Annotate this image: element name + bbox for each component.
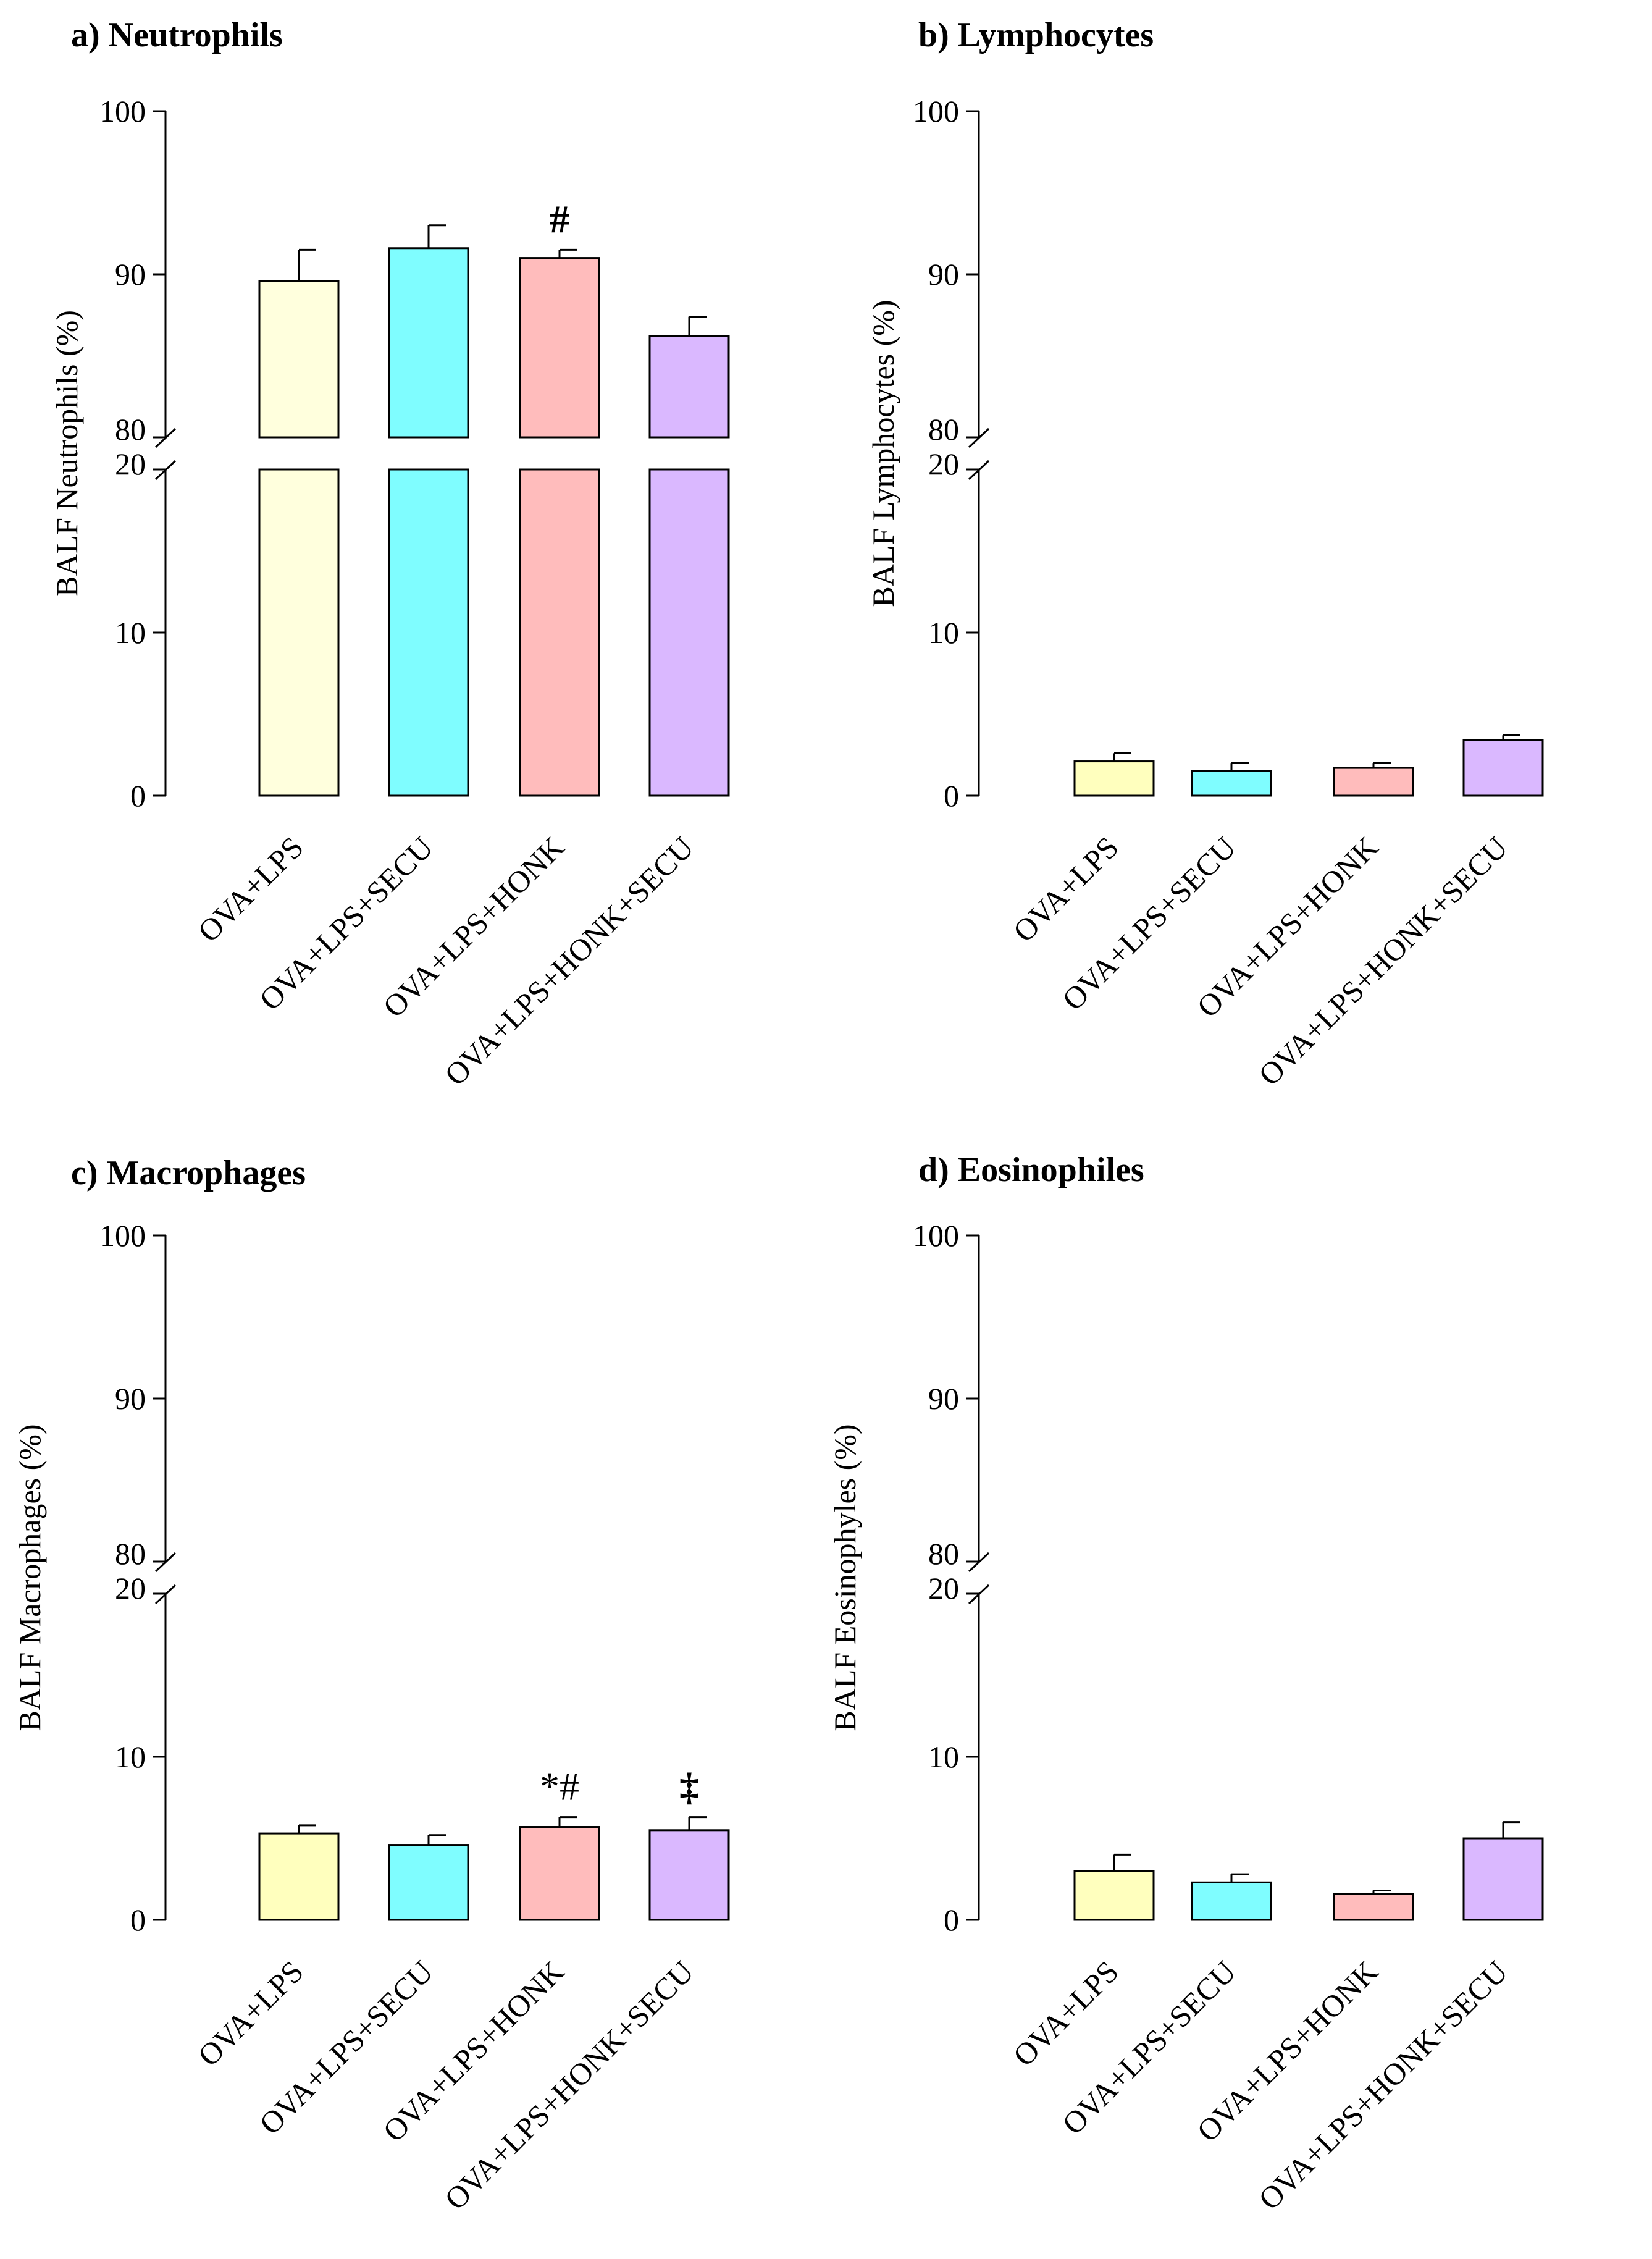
bar-upper — [388, 247, 469, 439]
y-tick-label: 90 — [928, 1381, 959, 1416]
bar — [1073, 1870, 1155, 1921]
panel-title: d) Eosinophiles — [918, 1151, 1144, 1189]
y-tick-label: 100 — [913, 1218, 959, 1253]
y-tick-label: 0 — [130, 778, 146, 813]
y-tick-label: 20 — [115, 447, 146, 481]
bar-upper — [648, 335, 730, 439]
y-tick-label: 100 — [913, 94, 959, 128]
bar — [648, 1829, 730, 1921]
bar — [258, 1832, 340, 1921]
panel-title: a) Neutrophils — [71, 16, 283, 54]
panel-lymphocytes: b) Lymphocytes BALF Lymphocytes (%) 0 10 208… — [866, 16, 1544, 1092]
bar — [1333, 1893, 1414, 1921]
y-tick-label: 80 — [115, 412, 146, 447]
category-label: OVA+LPS+HONK+SECU — [438, 1954, 700, 2216]
y-tick-label: 80 — [928, 412, 959, 447]
y-axis-label: BALF Neutrophils (%) — [49, 310, 84, 597]
y-tick-label: 20 — [928, 447, 959, 481]
y-tick-label: 90 — [115, 257, 146, 292]
y-tick-label: 0 — [130, 1903, 146, 1937]
y-tick-label: 20 — [928, 1571, 959, 1605]
category-label: OVA+LPS+HONK+SECU — [1252, 830, 1514, 1092]
bar — [1462, 739, 1544, 797]
y-tick-label: 10 — [115, 615, 146, 650]
bar-upper — [258, 280, 340, 439]
y-tick-label: 100 — [99, 94, 146, 128]
category-label: OVA+LPS — [1006, 830, 1125, 949]
bar — [388, 1844, 469, 1921]
panel-title: b) Lymphocytes — [918, 16, 1154, 54]
bar — [1462, 1837, 1544, 1921]
y-tick-label: 0 — [944, 778, 959, 813]
panel-eosinophiles: d) Eosinophiles BALF Eosinophyles (%) 0 10 2… — [828, 1151, 1544, 2216]
bar — [1191, 1881, 1272, 1921]
y-tick-label: 100 — [99, 1218, 146, 1253]
significance-annotation: # — [550, 197, 569, 241]
significance-annotation: *# — [540, 1765, 579, 1809]
category-label: OVA+LPS+HONK+SECU — [438, 830, 700, 1092]
y-tick-label: 10 — [928, 1739, 959, 1774]
bar — [1191, 770, 1272, 797]
bar — [1073, 760, 1155, 797]
y-tick-label: 90 — [115, 1381, 146, 1416]
panel-neutrophils: a) Neutrophils BALF Neutrophils (%) 0 10 208… — [49, 16, 730, 1092]
bar-lower — [258, 468, 340, 797]
y-axis-label: BALF Eosinophyles (%) — [828, 1424, 862, 1731]
y-tick-label: 0 — [944, 1903, 959, 1937]
category-label: OVA+LPS — [191, 1954, 310, 2073]
category-label: OVA+LPS+HONK+SECU — [1252, 1954, 1514, 2216]
significance-annotation: ‡ — [679, 1765, 699, 1809]
bar — [1333, 767, 1414, 797]
y-axis-label: BALF Macrophages (%) — [12, 1424, 47, 1731]
bar-lower — [519, 468, 600, 797]
bar-lower — [648, 468, 730, 797]
y-tick-label: 10 — [928, 615, 959, 650]
bar-upper — [519, 257, 600, 439]
y-tick-label: 90 — [928, 257, 959, 292]
y-tick-label: 10 — [115, 1739, 146, 1774]
category-label: OVA+LPS — [191, 830, 310, 949]
y-tick-label: 20 — [115, 1571, 146, 1605]
y-tick-label: 80 — [115, 1536, 146, 1571]
bar — [519, 1826, 600, 1921]
panel-title: c) Macrophages — [71, 1154, 306, 1192]
bar-lower — [388, 468, 469, 797]
y-axis-label: BALF Lymphocytes (%) — [866, 300, 900, 607]
y-tick-label: 80 — [928, 1536, 959, 1571]
category-label: OVA+LPS — [1006, 1954, 1125, 2073]
panel-macrophages: c) Macrophages BALF Macrophages (%) 0 10 208… — [12, 1154, 730, 2216]
